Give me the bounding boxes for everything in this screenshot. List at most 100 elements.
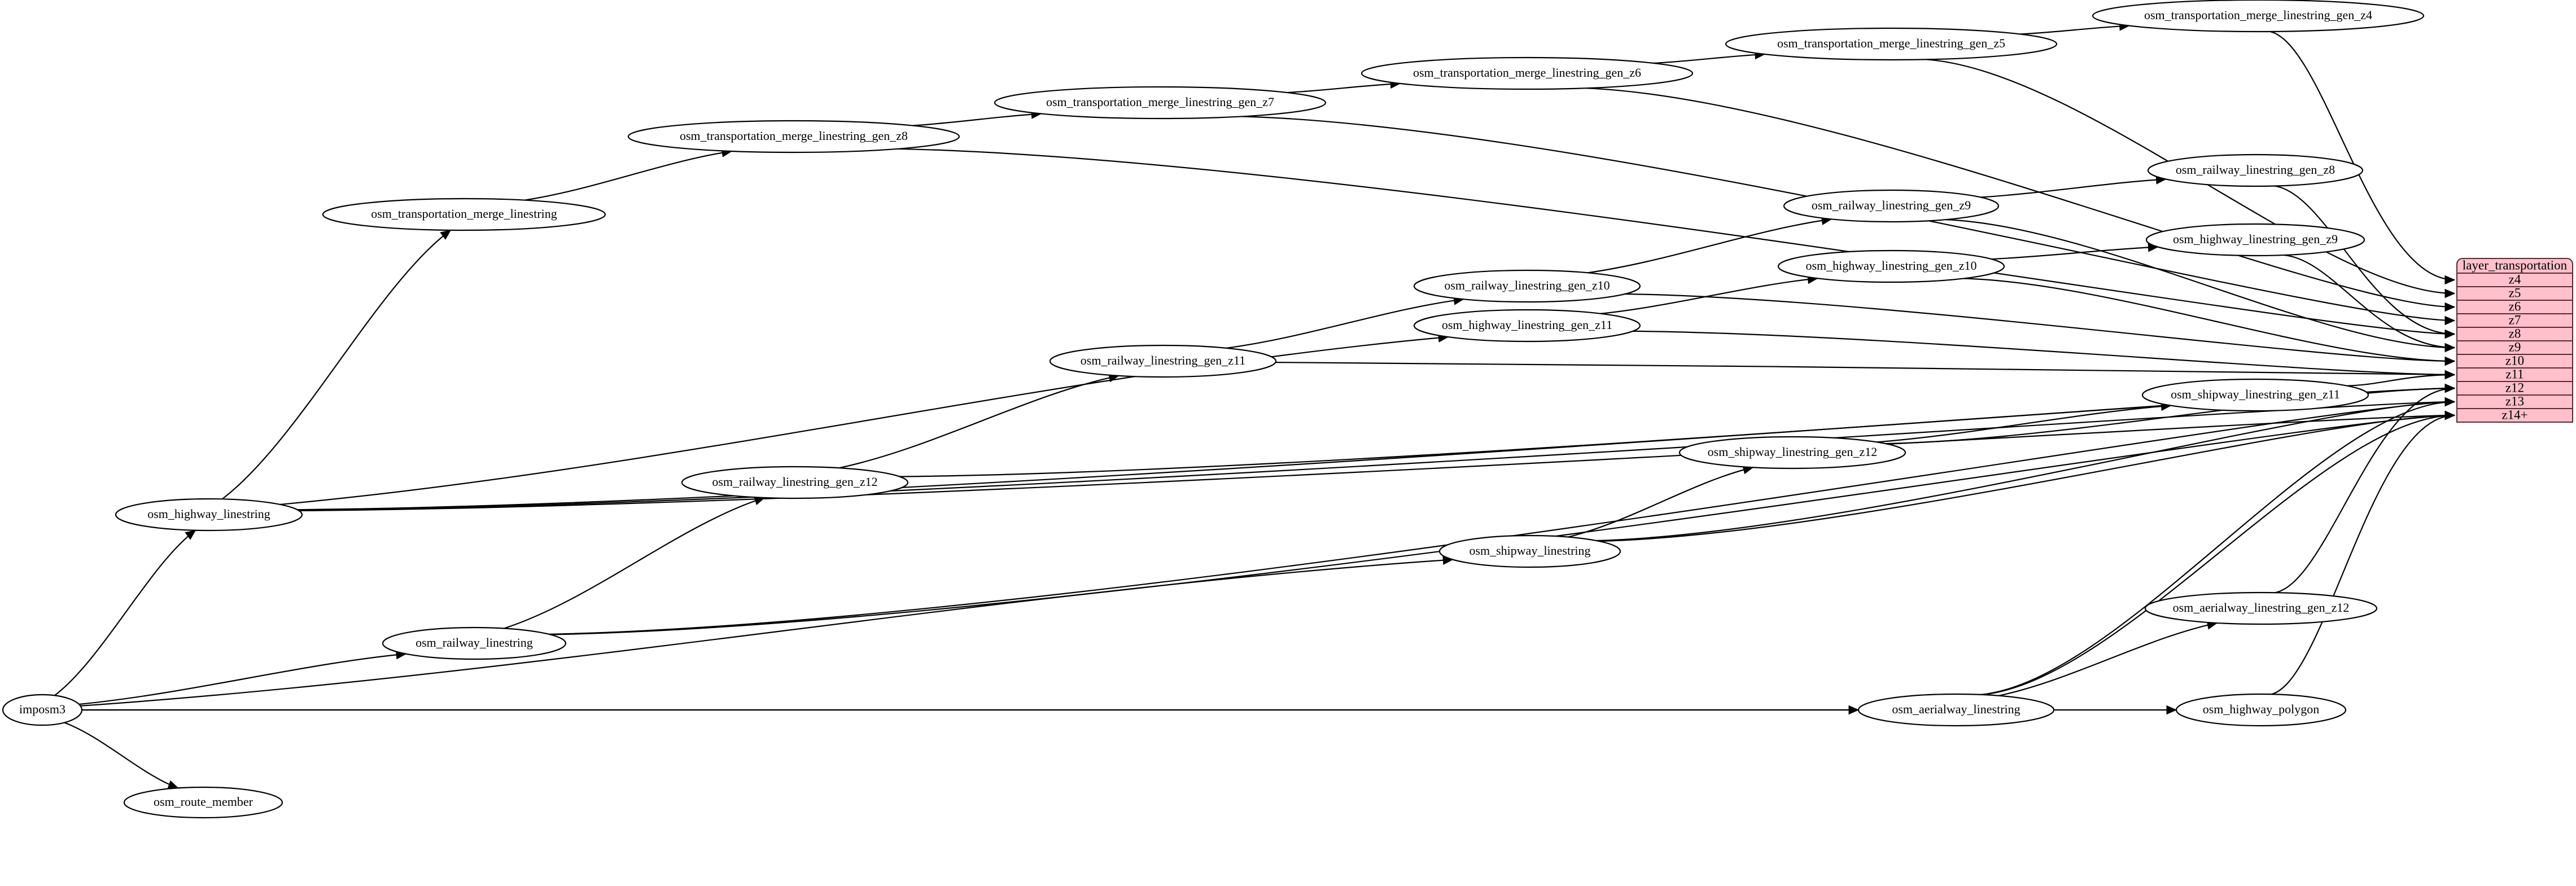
- nodes-layer: imposm3 osm_route_member osm_highway_lines…: [2, 0, 2425, 819]
- edges-layer: [54, 21, 2456, 789]
- node-label: osm_transportation_merge_linestring_gen_…: [2144, 8, 2372, 22]
- edge-osm_railway_linestring_gen_z12-to-osm_railway_linestring_gen_z11: [838, 375, 1119, 469]
- node-shape: [1678, 436, 1906, 470]
- node-imposm3[interactable]: imposm3: [2, 694, 83, 726]
- table-row-z12[interactable]: [2456, 381, 2573, 396]
- table-row-z10[interactable]: [2456, 354, 2573, 369]
- node-shape: [115, 498, 303, 532]
- node-label: osm_highway_linestring_gen_z9: [2173, 232, 2338, 246]
- edge-imposm3-to-osm_railway_linestring: [78, 653, 406, 705]
- node-osm_railway_linestring_gen_z11[interactable]: osm_railway_linestring_gen_z11: [1049, 344, 1277, 378]
- table-node-layer-transportation[interactable]: layer_transportationz4z5z6z7z8z9z10z11z1…: [2456, 258, 2573, 423]
- table-row-z4[interactable]: [2456, 273, 2573, 287]
- node-osm_highway_linestring_gen_z9[interactable]: osm_highway_linestring_gen_z9: [2145, 223, 2365, 257]
- edge-osm_highway_linestring_gen_z11-to-layer_transportation.z11: [1633, 330, 2455, 376]
- node-label: osm_transportation_merge_linestring_gen_…: [1777, 36, 2005, 50]
- edge-osm_shipway_linestring-to-layer_transportation.z13: [1596, 401, 2455, 542]
- node-osm_transportation_merge_linestring_gen_z6[interactable]: osm_transportation_merge_linestring_gen_…: [1361, 56, 1694, 90]
- node-label: osm_highway_linestring: [147, 507, 270, 521]
- node-label: osm_aerialway_linestring: [1892, 702, 2020, 716]
- node-osm_railway_linestring_gen_z8[interactable]: osm_railway_linestring_gen_z8: [2147, 153, 2364, 187]
- table-row-label-z4: z4: [2509, 272, 2521, 286]
- node-label: osm_transportation_merge_linestring: [371, 207, 557, 221]
- node-label: osm_transportation_merge_linestring_gen_…: [680, 129, 908, 143]
- node-osm_railway_linestring_gen_z10[interactable]: osm_railway_linestring_gen_z10: [1413, 269, 1641, 303]
- edge-osm_aerialway_linestring-to-osm_aerialway_linestring_gen_z12: [1998, 622, 2218, 696]
- node-label: osm_railway_linestring_gen_z10: [1444, 278, 1610, 292]
- node-shape: [1361, 56, 1694, 90]
- edge-arrowhead: [2444, 288, 2456, 299]
- edge-imposm3-to-osm_route_member: [64, 722, 178, 789]
- node-shape: [1777, 249, 2005, 283]
- node-osm_transportation_merge_linestring[interactable]: osm_transportation_merge_linestring: [322, 198, 606, 231]
- edge-osm_railway_linestring-to-layer_transportation.z13: [549, 401, 2455, 635]
- node-label: osm_highway_linestring_gen_z11: [1442, 318, 1612, 332]
- node-osm_railway_linestring_gen_z9[interactable]: osm_railway_linestring_gen_z9: [1783, 189, 2000, 223]
- node-label: osm_highway_linestring_gen_z10: [1805, 258, 1976, 273]
- edge-arrowhead: [2444, 370, 2456, 380]
- node-shape: [2141, 378, 2369, 412]
- node-shape: [1783, 189, 2000, 223]
- node-shape: [2092, 0, 2425, 33]
- edge-osm_aerialway_linestring-to-layer_transportation.z14+: [1982, 414, 2455, 696]
- node-shape: [627, 120, 960, 153]
- node-osm_aerialway_linestring[interactable]: osm_aerialway_linestring: [1857, 693, 2055, 727]
- node-label: osm_transportation_merge_linestring_gen_…: [1413, 65, 1641, 80]
- edge-osm_transportation_merge_linestring_gen_z7-to-osm_transportation_merge_linestring_gen_z6: [1287, 82, 1401, 94]
- node-osm_shipway_linestring[interactable]: osm_shipway_linestring: [1438, 534, 1621, 568]
- edge-arrowhead: [2444, 302, 2456, 312]
- edge-osm_railway_linestring_gen_z9-to-osm_railway_linestring_gen_z8: [1980, 178, 2166, 198]
- edge-osm_highway_polygon-to-layer_transportation.z14+: [2271, 414, 2455, 695]
- table-row-z9[interactable]: [2456, 340, 2573, 355]
- edge-osm_highway_linestring_gen_z11-to-osm_highway_linestring_gen_z10: [1600, 278, 1818, 314]
- node-osm_railway_linestring_gen_z12[interactable]: osm_railway_linestring_gen_z12: [681, 466, 909, 499]
- node-label: osm_railway_linestring: [416, 635, 533, 650]
- node-osm_transportation_merge_linestring_gen_z8[interactable]: osm_transportation_merge_linestring_gen_…: [627, 120, 960, 153]
- node-label: osm_shipway_linestring: [1469, 543, 1590, 558]
- table-row-label-z7: z7: [2509, 313, 2521, 327]
- edge-imposm3-to-osm_shipway_linestring: [80, 559, 1453, 707]
- edge-osm_highway_linestring-to-layer_transportation.z12: [297, 387, 2455, 511]
- edge-osm_shipway_linestring-to-osm_shipway_linestring_gen_z12: [1568, 467, 1753, 538]
- node-osm_shipway_linestring_gen_z12[interactable]: osm_shipway_linestring_gen_z12: [1678, 436, 1906, 470]
- edge-osm_transportation_merge_linestring_gen_z4-to-layer_transportation.z4: [2269, 30, 2455, 281]
- table-row-z8[interactable]: [2456, 327, 2573, 341]
- edge-osm_transportation_merge_linestring_gen_z6-to-layer_transportation.z6: [1586, 87, 2455, 308]
- node-shape: [382, 626, 567, 660]
- node-shape: [1438, 534, 1621, 568]
- node-osm_transportation_merge_linestring_gen_z7[interactable]: osm_transportation_merge_linestring_gen_…: [994, 86, 1327, 120]
- table-title: layer_transportation: [2463, 258, 2568, 272]
- node-shape: [2, 694, 83, 726]
- edge-osm_transportation_merge_linestring_gen_z6-to-osm_transportation_merge_linestring_gen_z5: [1653, 53, 1765, 64]
- table-row-label-z8: z8: [2509, 326, 2521, 340]
- edge-osm_railway_linestring_gen_z11-to-layer_transportation.z11: [1275, 361, 2455, 376]
- node-osm_shipway_linestring_gen_z11[interactable]: osm_shipway_linestring_gen_z11: [2141, 378, 2369, 412]
- table-row-z11[interactable]: [2456, 367, 2573, 382]
- table-row-label-z12: z12: [2505, 380, 2524, 394]
- table-row-label-z14+: z14+: [2501, 407, 2527, 422]
- table-row-z13[interactable]: [2456, 394, 2573, 409]
- edge-osm_shipway_linestring-to-layer_transportation.z14+: [1599, 414, 2455, 542]
- node-osm_highway_linestring[interactable]: osm_highway_linestring: [115, 498, 303, 532]
- node-shape: [1049, 344, 1277, 378]
- table-row-z5[interactable]: [2456, 286, 2573, 301]
- node-label: osm_shipway_linestring_gen_z11: [2171, 387, 2340, 401]
- table-row-label-z5: z5: [2509, 286, 2521, 300]
- node-osm_highway_linestring_gen_z10[interactable]: osm_highway_linestring_gen_z10: [1777, 249, 2005, 283]
- edge-osm_transportation_merge_linestring_gen_z8-to-osm_transportation_merge_linestring_gen_z7: [912, 113, 1042, 126]
- table-row-label-z9: z9: [2509, 340, 2521, 354]
- node-osm_transportation_merge_linestring_gen_z4[interactable]: osm_transportation_merge_linestring_gen_…: [2092, 0, 2425, 33]
- table-row-z14+[interactable]: [2456, 408, 2573, 423]
- node-shape: [1725, 27, 2058, 61]
- node-osm_aerialway_linestring_gen_z12[interactable]: osm_aerialway_linestring_gen_z12: [2144, 591, 2378, 625]
- node-osm_highway_linestring_gen_z11[interactable]: osm_highway_linestring_gen_z11: [1413, 309, 1641, 343]
- edge-osm_highway_linestring_gen_z10-to-osm_highway_linestring_gen_z9: [1991, 246, 2158, 260]
- edge-osm_transportation_merge_linestring_gen_z5-to-osm_transportation_merge_linestring_gen_z4: [2020, 25, 2129, 35]
- node-osm_railway_linestring[interactable]: osm_railway_linestring: [382, 626, 567, 660]
- table-row-label-z6: z6: [2509, 299, 2521, 313]
- node-osm_route_member[interactable]: osm_route_member: [123, 786, 283, 819]
- node-osm_highway_polygon[interactable]: osm_highway_polygon: [2175, 693, 2347, 727]
- node-osm_transportation_merge_linestring_gen_z5[interactable]: osm_transportation_merge_linestring_gen_…: [1725, 27, 2058, 61]
- node-shape: [2144, 591, 2378, 625]
